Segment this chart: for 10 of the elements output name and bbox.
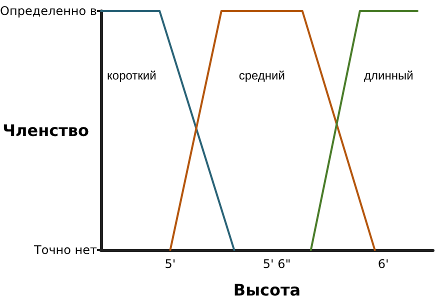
text: Точно нет: [33, 243, 98, 257]
x-tick-label: 6': [378, 257, 389, 271]
text: Определенно в: [0, 4, 97, 18]
x-tick-label: 5' 6": [262, 257, 291, 271]
series-label: короткий: [107, 68, 156, 83]
text: средний: [238, 68, 285, 83]
x-axis-title: Высота: [233, 280, 301, 300]
x-tick-label: 5': [164, 257, 176, 271]
series-label: длинный: [364, 68, 414, 83]
y-axis-title: Членство: [2, 121, 89, 140]
